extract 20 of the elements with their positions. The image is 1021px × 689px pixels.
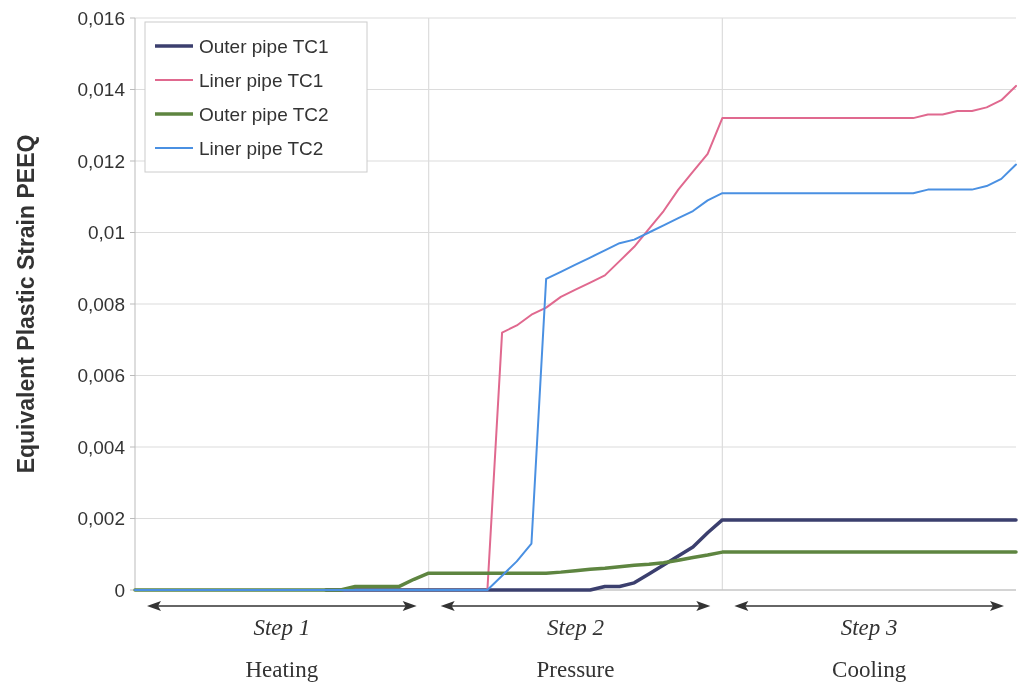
y-tick-label: 0,016	[77, 7, 125, 29]
y-axis-title: Equivalent Plastic Strain PEEQ	[13, 134, 39, 474]
legend-label: Liner pipe TC2	[199, 137, 324, 159]
legend-label: Outer pipe TC2	[199, 103, 329, 125]
text: Step 1	[253, 615, 311, 640]
text: Step 2	[547, 615, 604, 640]
text: Pressure	[536, 657, 615, 682]
y-tick-label: 0,014	[77, 79, 126, 101]
y-tick-label: 0,008	[77, 293, 125, 315]
legend-label: Outer pipe TC1	[199, 35, 329, 57]
y-tick-label: 0,012	[77, 150, 125, 172]
y-tick-label: 0,002	[77, 508, 125, 530]
y-tick-label: 0,004	[77, 436, 126, 458]
y-tick-label: 0	[114, 579, 125, 601]
legend-label: Liner pipe TC1	[199, 69, 324, 91]
text: Step 3	[840, 615, 898, 640]
y-tick-label: 0,006	[77, 365, 125, 387]
y-tick-label: 0,01	[88, 222, 125, 244]
text: Heating	[245, 657, 319, 682]
text: Cooling	[832, 657, 907, 682]
